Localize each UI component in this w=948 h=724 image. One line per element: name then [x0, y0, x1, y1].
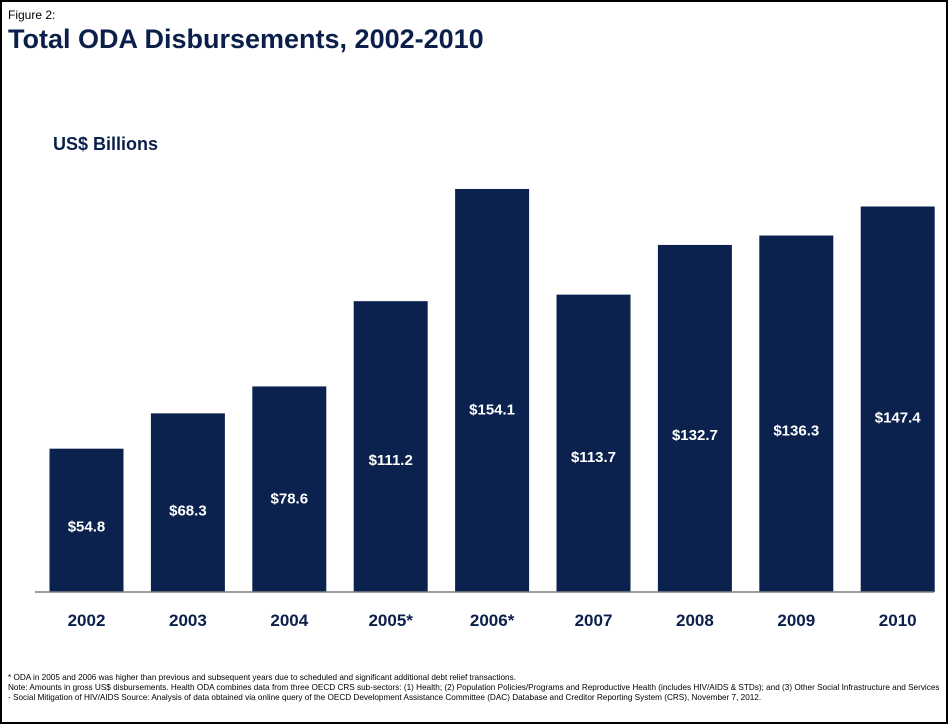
x-tick-label: 2006* [470, 611, 515, 630]
x-tick-label: 2005* [368, 611, 413, 630]
bar-2008 [657, 244, 732, 592]
footnotes: * ODA in 2005 and 2006 was higher than p… [8, 673, 940, 703]
bar-2002 [49, 448, 124, 592]
bar-value-label: $147.4 [875, 409, 922, 426]
figure-label: Figure 2: [8, 8, 56, 22]
bar-value-label: $113.7 [571, 449, 616, 466]
bar-value-label: $154.1 [469, 402, 515, 419]
footnote-debt-relief: * ODA in 2005 and 2006 was higher than p… [8, 673, 516, 682]
x-tick-label: 2004 [270, 611, 308, 630]
bar-value-label: $54.8 [68, 518, 106, 535]
x-tick-labels-group: 2002 2003 2004 2005* 2006* 2007 2008 2009 2010 [68, 611, 917, 630]
bar-2003 [150, 413, 225, 592]
bar-value-label: $132.7 [672, 427, 718, 444]
x-tick-label: 2002 [68, 611, 106, 630]
bar-value-label: $136.3 [773, 423, 819, 440]
x-tick-label: 2003 [169, 611, 207, 630]
bars-group: $54.8 $68.3 $78.6 $111.2 $154.1 $113.7 $132.7 $… [49, 188, 935, 592]
bar-value-label: $111.2 [369, 452, 413, 469]
bar-2007 [556, 294, 631, 592]
bar-2004 [252, 386, 327, 592]
bar-chart: $54.8 $68.3 $78.6 $111.2 $154.1 $113.7 $132.7 $… [35, 188, 935, 630]
x-tick-label: 2010 [879, 611, 917, 630]
x-tick-label: 2007 [575, 611, 613, 630]
bar-value-label: $78.6 [271, 490, 309, 507]
bar-2010 [860, 206, 935, 592]
x-tick-label: 2009 [777, 611, 815, 630]
x-tick-label: 2008 [676, 611, 714, 630]
y-axis-unit-label: US$ Billions [53, 134, 159, 154]
chart-title: Total ODA Disbursements, 2002-2010 [8, 24, 484, 54]
bar-value-label: $68.3 [169, 503, 207, 520]
bar-2009 [759, 235, 834, 592]
bar-2005 [353, 301, 428, 592]
footnote-source: Note: Amounts in gross US$ disbursements… [8, 683, 940, 702]
bar-2006 [455, 188, 530, 592]
